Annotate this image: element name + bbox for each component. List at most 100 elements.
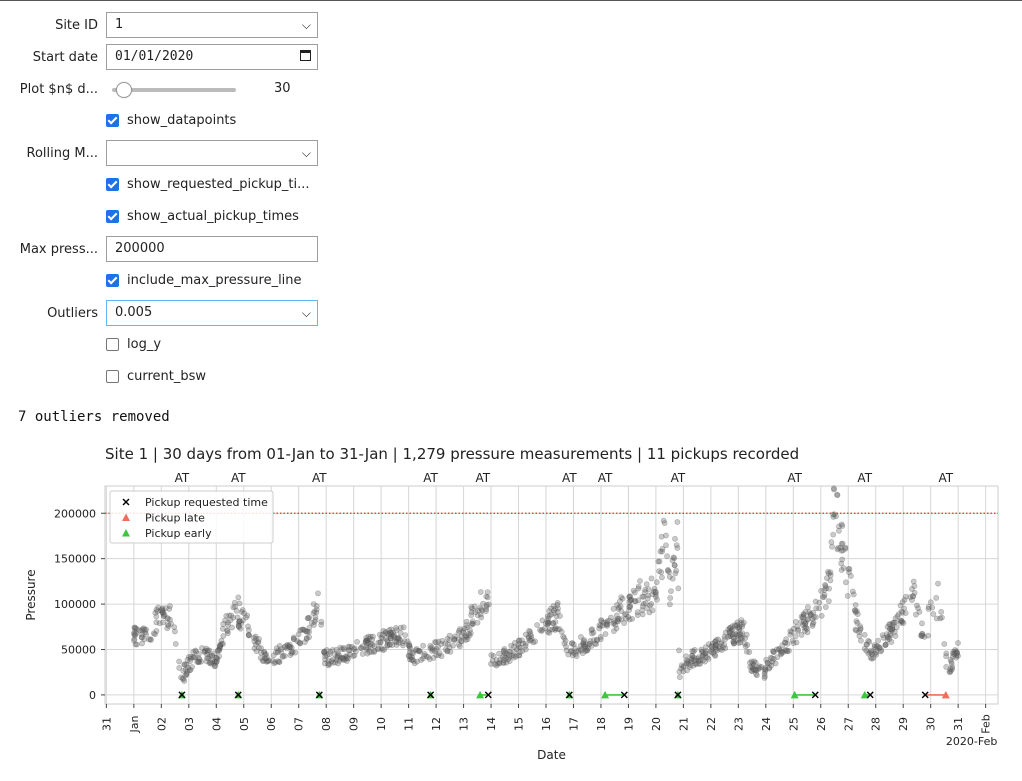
pressure-point [583,647,590,653]
pressure-point [552,626,558,633]
show-datapoints-checkbox[interactable] [106,114,119,127]
pressure-point [604,622,610,629]
pressure-point [184,656,191,663]
pressure-point [916,608,923,615]
chart-axes: 31 Jan 02 03 04 05 06 07 08 09 10 11 12 13 14 15 16 17 18 1… [24,507,997,762]
at-label: AT [312,471,327,485]
pressure-point [686,664,693,671]
pressure-point [148,637,154,643]
pressure-point [838,521,845,528]
pressure-point [506,652,512,658]
pressure-point [399,640,406,646]
current-bsw-checkbox[interactable] [106,370,119,383]
start-date-input[interactable]: 01/01/2020 [106,44,318,70]
pressure-point [513,646,520,653]
pressure-point [421,650,428,657]
pressure-point [300,626,307,633]
pressure-point [593,636,600,643]
at-label: AT [598,471,613,485]
outliers-select[interactable]: 0.005 ⌵ [106,300,318,326]
pressure-point [352,648,359,655]
pressure-point [949,664,956,670]
pressure-point [525,633,532,640]
pressure-point [494,660,501,667]
requested-pickup-stroke [178,691,186,699]
pressure-point [848,573,854,579]
y-tick-label: 150000 [54,553,96,566]
pressure-point [139,626,146,632]
pressure-point [875,637,881,644]
log-y-checkbox[interactable] [106,338,119,351]
pressure-point [634,612,641,618]
pressure-point [419,655,426,662]
pressure-point [774,654,781,660]
pressure-point [211,660,217,667]
pressure-point [551,610,558,617]
outliers-label: Outliers [47,306,98,321]
calendar-icon[interactable] [300,50,311,61]
pressure-point [938,608,945,615]
pressure-point [263,651,269,657]
pressure-point [871,642,878,648]
site-id-select[interactable]: 1 ⌵ [106,12,318,38]
show-actual-checkbox[interactable] [106,210,119,223]
include-max-checkbox[interactable] [106,274,119,287]
pressure-point [180,667,187,674]
pressure-point [809,622,816,629]
pressure-point [500,648,507,655]
pressure-point [548,611,555,618]
pressure-point [387,641,393,648]
pressure-point [783,636,789,643]
pressure-point [130,630,137,637]
pressure-point [337,654,344,661]
pressure-point [546,629,553,636]
pressure-point [201,648,208,655]
pressure-point [568,648,574,655]
pressure-point [409,656,416,663]
pressure-point [393,624,399,631]
pressure-point [340,655,347,662]
pressure-point [321,648,328,655]
pressure-point [133,626,140,632]
max-pressure-input[interactable]: 200000 [106,236,318,262]
pressure-point [557,613,563,619]
pressure-point [639,611,646,618]
pressure-point [891,628,898,635]
pressure-point [131,637,137,644]
pressure-point [195,650,202,657]
pressure-point [539,617,546,624]
pressure-point [388,629,394,636]
pressure-point [253,648,260,655]
pressure-point [379,631,386,638]
pressure-point [237,625,244,632]
pressure-point [818,612,825,619]
pressure-point [895,611,902,617]
pressure-point [764,660,771,666]
pressure-point [732,622,739,629]
pressure-point [888,639,895,645]
pressure-point [738,634,744,641]
pressure-point [900,620,907,626]
pressure-point [830,514,837,520]
pressure-point [885,634,891,641]
pressure-point [614,617,621,624]
pressure-point [598,617,604,623]
pressure-point [812,598,819,605]
pressure-point [162,605,169,611]
pressure-point [467,630,474,637]
pressure-point [573,648,580,655]
pressure-point [619,595,626,602]
pressure-point [887,626,893,632]
plot-days-slider-handle[interactable] [116,82,132,98]
pressure-point [271,660,278,667]
pressure-point [323,647,330,653]
pressure-point [203,645,209,652]
show-requested-checkbox[interactable] [106,178,119,191]
plot-days-slider-track[interactable] [112,88,236,92]
pressure-point [304,615,311,622]
pressure-point [871,643,878,650]
pressure-point [508,642,514,649]
pressure-point [645,586,652,593]
rolling-select[interactable]: ⌵ [106,140,318,166]
pressure-point [733,630,740,637]
